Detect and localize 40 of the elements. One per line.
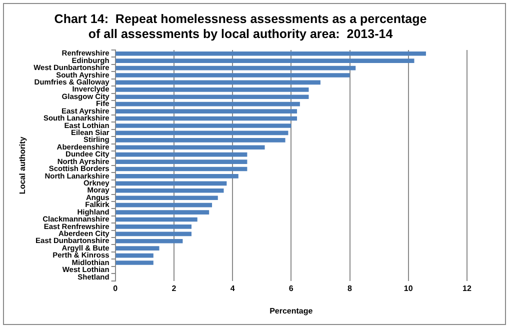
bar [116, 196, 218, 200]
bar [116, 202, 212, 208]
x-tick-label: 8 [348, 284, 353, 293]
bar [116, 88, 309, 92]
bar [116, 152, 248, 157]
bar [116, 130, 288, 136]
bar [116, 238, 183, 244]
x-tick-label: 2 [172, 284, 177, 293]
bar [116, 109, 298, 114]
y-axis-title: Local authority [18, 136, 28, 194]
bar [116, 138, 286, 142]
chart-title: Chart 14: Repeat homelessness assessments as a percentage of all assessments by local authority area: 2013-14 [54, 12, 427, 41]
bar [116, 224, 192, 229]
bar [116, 102, 300, 106]
bar [116, 188, 224, 193]
bar [116, 246, 160, 251]
x-tick-label: 6 [288, 284, 294, 293]
bar [116, 210, 210, 214]
bar [116, 51, 426, 56]
bar [116, 124, 292, 128]
x-tick-label: 10 [404, 284, 414, 293]
bar [116, 80, 320, 85]
bar [116, 174, 238, 178]
x-tick-label: 0 [113, 284, 118, 293]
x-axis-title: Percentage [270, 306, 314, 316]
bar [116, 94, 309, 100]
bar [116, 160, 248, 164]
bar [116, 66, 356, 70]
bar [116, 58, 414, 63]
x-tick-label: 4 [230, 284, 236, 293]
bar [116, 181, 227, 186]
bar [116, 260, 154, 265]
bar [116, 116, 298, 121]
bar [116, 145, 265, 150]
bar [116, 166, 248, 172]
bar [116, 73, 350, 78]
x-tick-label: 12 [462, 284, 472, 293]
bar [116, 217, 198, 222]
bar [116, 232, 192, 236]
bar [116, 253, 154, 258]
